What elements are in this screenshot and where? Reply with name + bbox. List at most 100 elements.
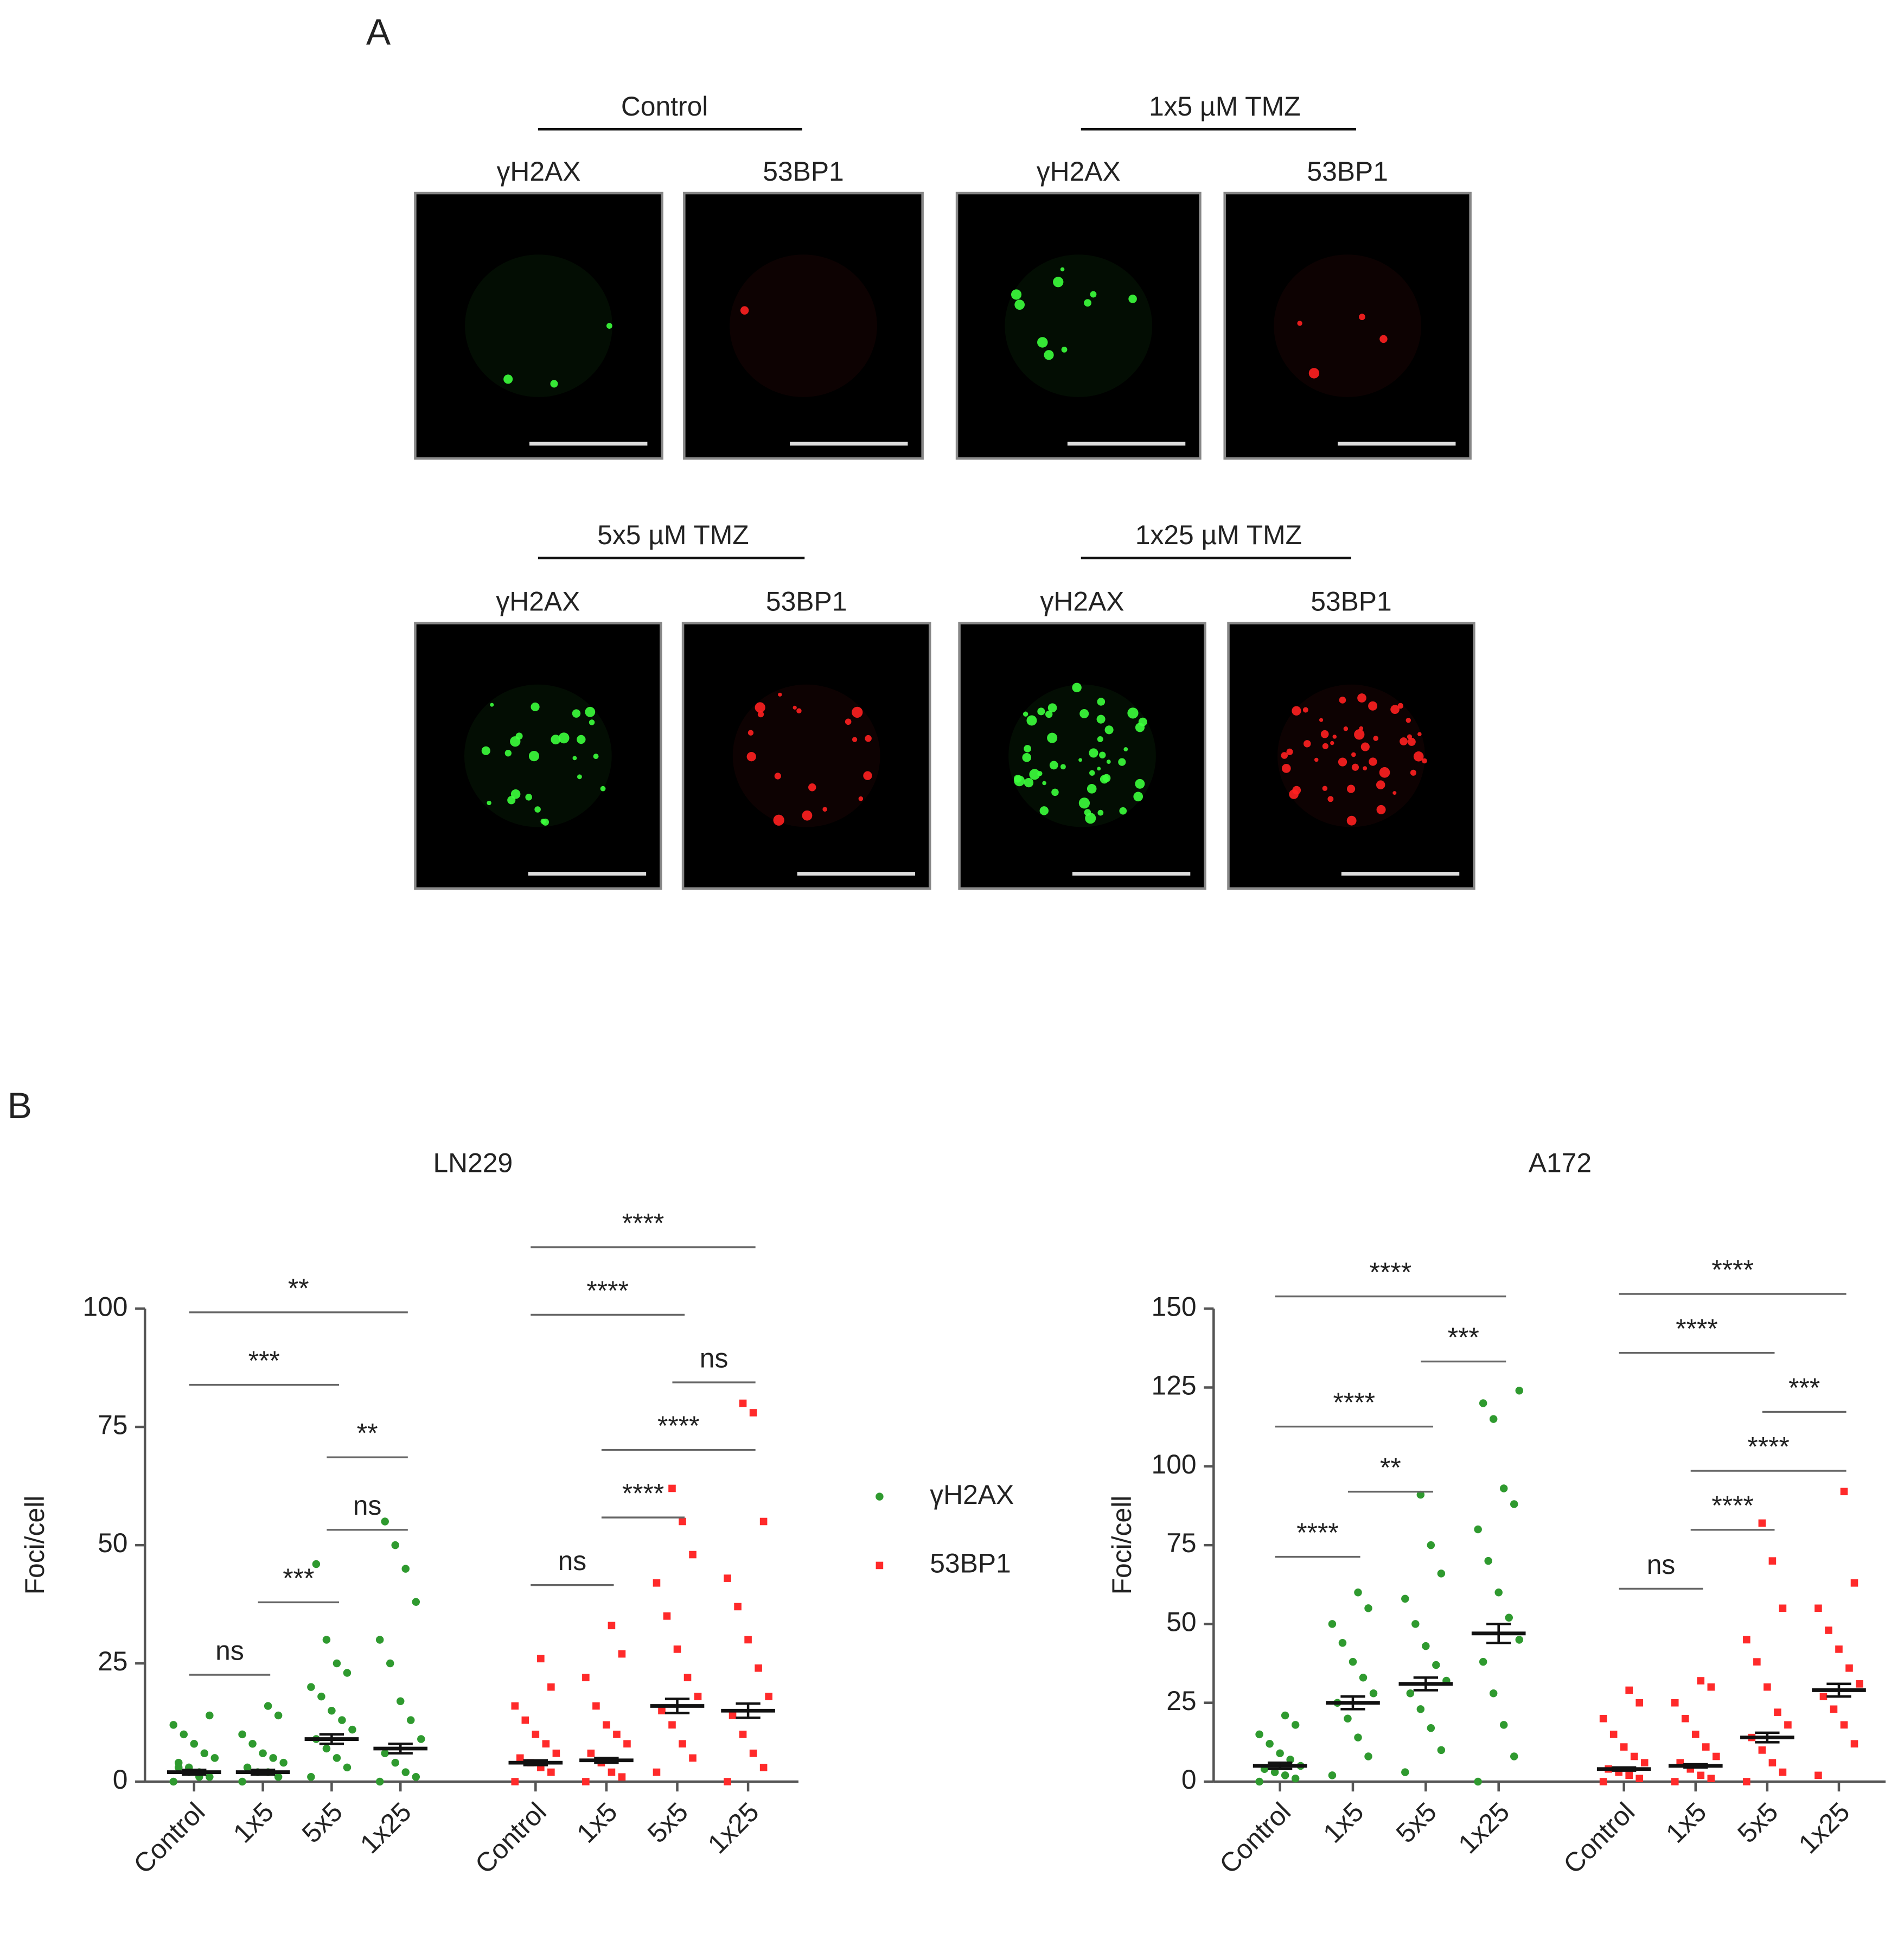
- focus-spot: [1379, 335, 1388, 343]
- data-point: [582, 1778, 590, 1785]
- focus-spot: [1392, 791, 1397, 795]
- data-point: [1364, 1604, 1372, 1612]
- focus-spot: [1102, 774, 1111, 782]
- nucleus-glow: [1005, 254, 1153, 397]
- focus-spot: [1104, 725, 1114, 735]
- x-tick-label: 5x5: [1390, 1796, 1442, 1848]
- channel-label: 53BP1: [763, 156, 844, 187]
- focus-spot: [490, 703, 494, 707]
- x-tick-label: 1x5: [227, 1796, 279, 1848]
- chart-title: A172: [1529, 1147, 1592, 1178]
- y-tick-label: 50: [98, 1528, 127, 1558]
- micrograph: [1227, 622, 1475, 890]
- legend-label: 53BP1: [930, 1548, 1011, 1579]
- focus-spot: [1400, 737, 1408, 745]
- data-point: [386, 1659, 394, 1668]
- significance-label: ns: [215, 1635, 244, 1666]
- data-point: [663, 1612, 671, 1620]
- focus-spot: [1413, 751, 1424, 762]
- focus-spot: [1089, 770, 1095, 776]
- focus-spot: [540, 819, 546, 825]
- data-point: [618, 1650, 626, 1658]
- data-point: [274, 1773, 283, 1781]
- channel-label: γH2AX: [1040, 586, 1124, 616]
- data-point: [1840, 1488, 1848, 1496]
- data-point: [206, 1773, 214, 1781]
- data-point: [653, 1768, 661, 1776]
- significance-label: ****: [586, 1275, 629, 1306]
- focus-spot: [845, 718, 852, 725]
- data-point: [328, 1706, 336, 1715]
- data-point: [532, 1731, 540, 1738]
- focus-spot: [1359, 314, 1365, 321]
- data-point: [608, 1622, 616, 1630]
- data-point: [333, 1754, 341, 1762]
- y-tick-label: 75: [1166, 1528, 1196, 1558]
- data-point: [169, 1721, 177, 1729]
- focus-spot: [1044, 350, 1054, 360]
- focus-spot: [1304, 740, 1311, 748]
- data-point: [322, 1636, 331, 1644]
- data-point: [279, 1758, 287, 1767]
- data-point: [1291, 1774, 1300, 1783]
- y-tick-label: 75: [98, 1409, 127, 1440]
- data-point: [739, 1731, 747, 1738]
- focus-spot: [1376, 780, 1385, 789]
- focus-spot: [1354, 729, 1365, 740]
- data-point: [1489, 1689, 1498, 1698]
- focus-spot: [1119, 807, 1127, 815]
- focus-spot: [1320, 730, 1329, 738]
- data-point: [1625, 1771, 1633, 1779]
- data-point: [516, 1754, 524, 1762]
- data-point: [1255, 1777, 1263, 1786]
- data-point: [1845, 1664, 1853, 1672]
- nucleus-glow: [732, 684, 880, 827]
- focus-spot: [773, 814, 784, 826]
- data-point: [1764, 1683, 1771, 1691]
- data-point: [169, 1777, 177, 1786]
- focus-spot: [1302, 707, 1308, 713]
- focus-spot: [1289, 789, 1299, 799]
- chart-title: LN229: [433, 1147, 513, 1178]
- x-tick-label: 1x5: [571, 1796, 623, 1848]
- data-point: [749, 1409, 757, 1417]
- data-point: [1707, 1683, 1715, 1691]
- data-point: [1779, 1768, 1787, 1776]
- focus-spot: [802, 810, 813, 821]
- focus-spot: [1357, 693, 1366, 703]
- data-point: [190, 1740, 199, 1748]
- x-tick-label: 5x5: [642, 1796, 694, 1848]
- data-point: [759, 1764, 768, 1771]
- data-point: [1702, 1743, 1710, 1751]
- data-point: [1840, 1721, 1848, 1729]
- data-point: [1401, 1594, 1409, 1603]
- group-title: 1x25 µM TMZ: [1135, 520, 1302, 550]
- y-tick-label: 50: [1166, 1607, 1196, 1637]
- data-point: [1856, 1680, 1863, 1688]
- focus-spot: [1308, 368, 1320, 379]
- focus-spot: [1051, 788, 1059, 796]
- focus-spot: [1078, 758, 1083, 762]
- significance-label: ****: [1711, 1254, 1754, 1285]
- data-point: [587, 1749, 595, 1757]
- focus-spot: [1049, 761, 1058, 770]
- data-point: [1344, 1714, 1352, 1723]
- focus-spot: [1281, 752, 1288, 759]
- focus-spot: [1351, 752, 1356, 757]
- data-point: [759, 1517, 768, 1526]
- focus-spot: [1087, 784, 1097, 794]
- x-tick-label: Control: [1213, 1796, 1296, 1879]
- data-point: [1479, 1657, 1487, 1666]
- focus-spot: [1085, 813, 1096, 824]
- significance-label: ns: [558, 1546, 587, 1576]
- focus-spot: [1286, 748, 1293, 755]
- focus-spot: [1346, 784, 1356, 793]
- channel-label: 53BP1: [1311, 586, 1392, 616]
- focus-spot: [1024, 745, 1032, 752]
- data-point: [1401, 1768, 1409, 1776]
- panel-label: A: [366, 12, 391, 53]
- focus-spot: [1079, 709, 1089, 719]
- significance-label: ***: [1448, 1322, 1479, 1353]
- group-title: 1x5 µM TMZ: [1149, 91, 1301, 122]
